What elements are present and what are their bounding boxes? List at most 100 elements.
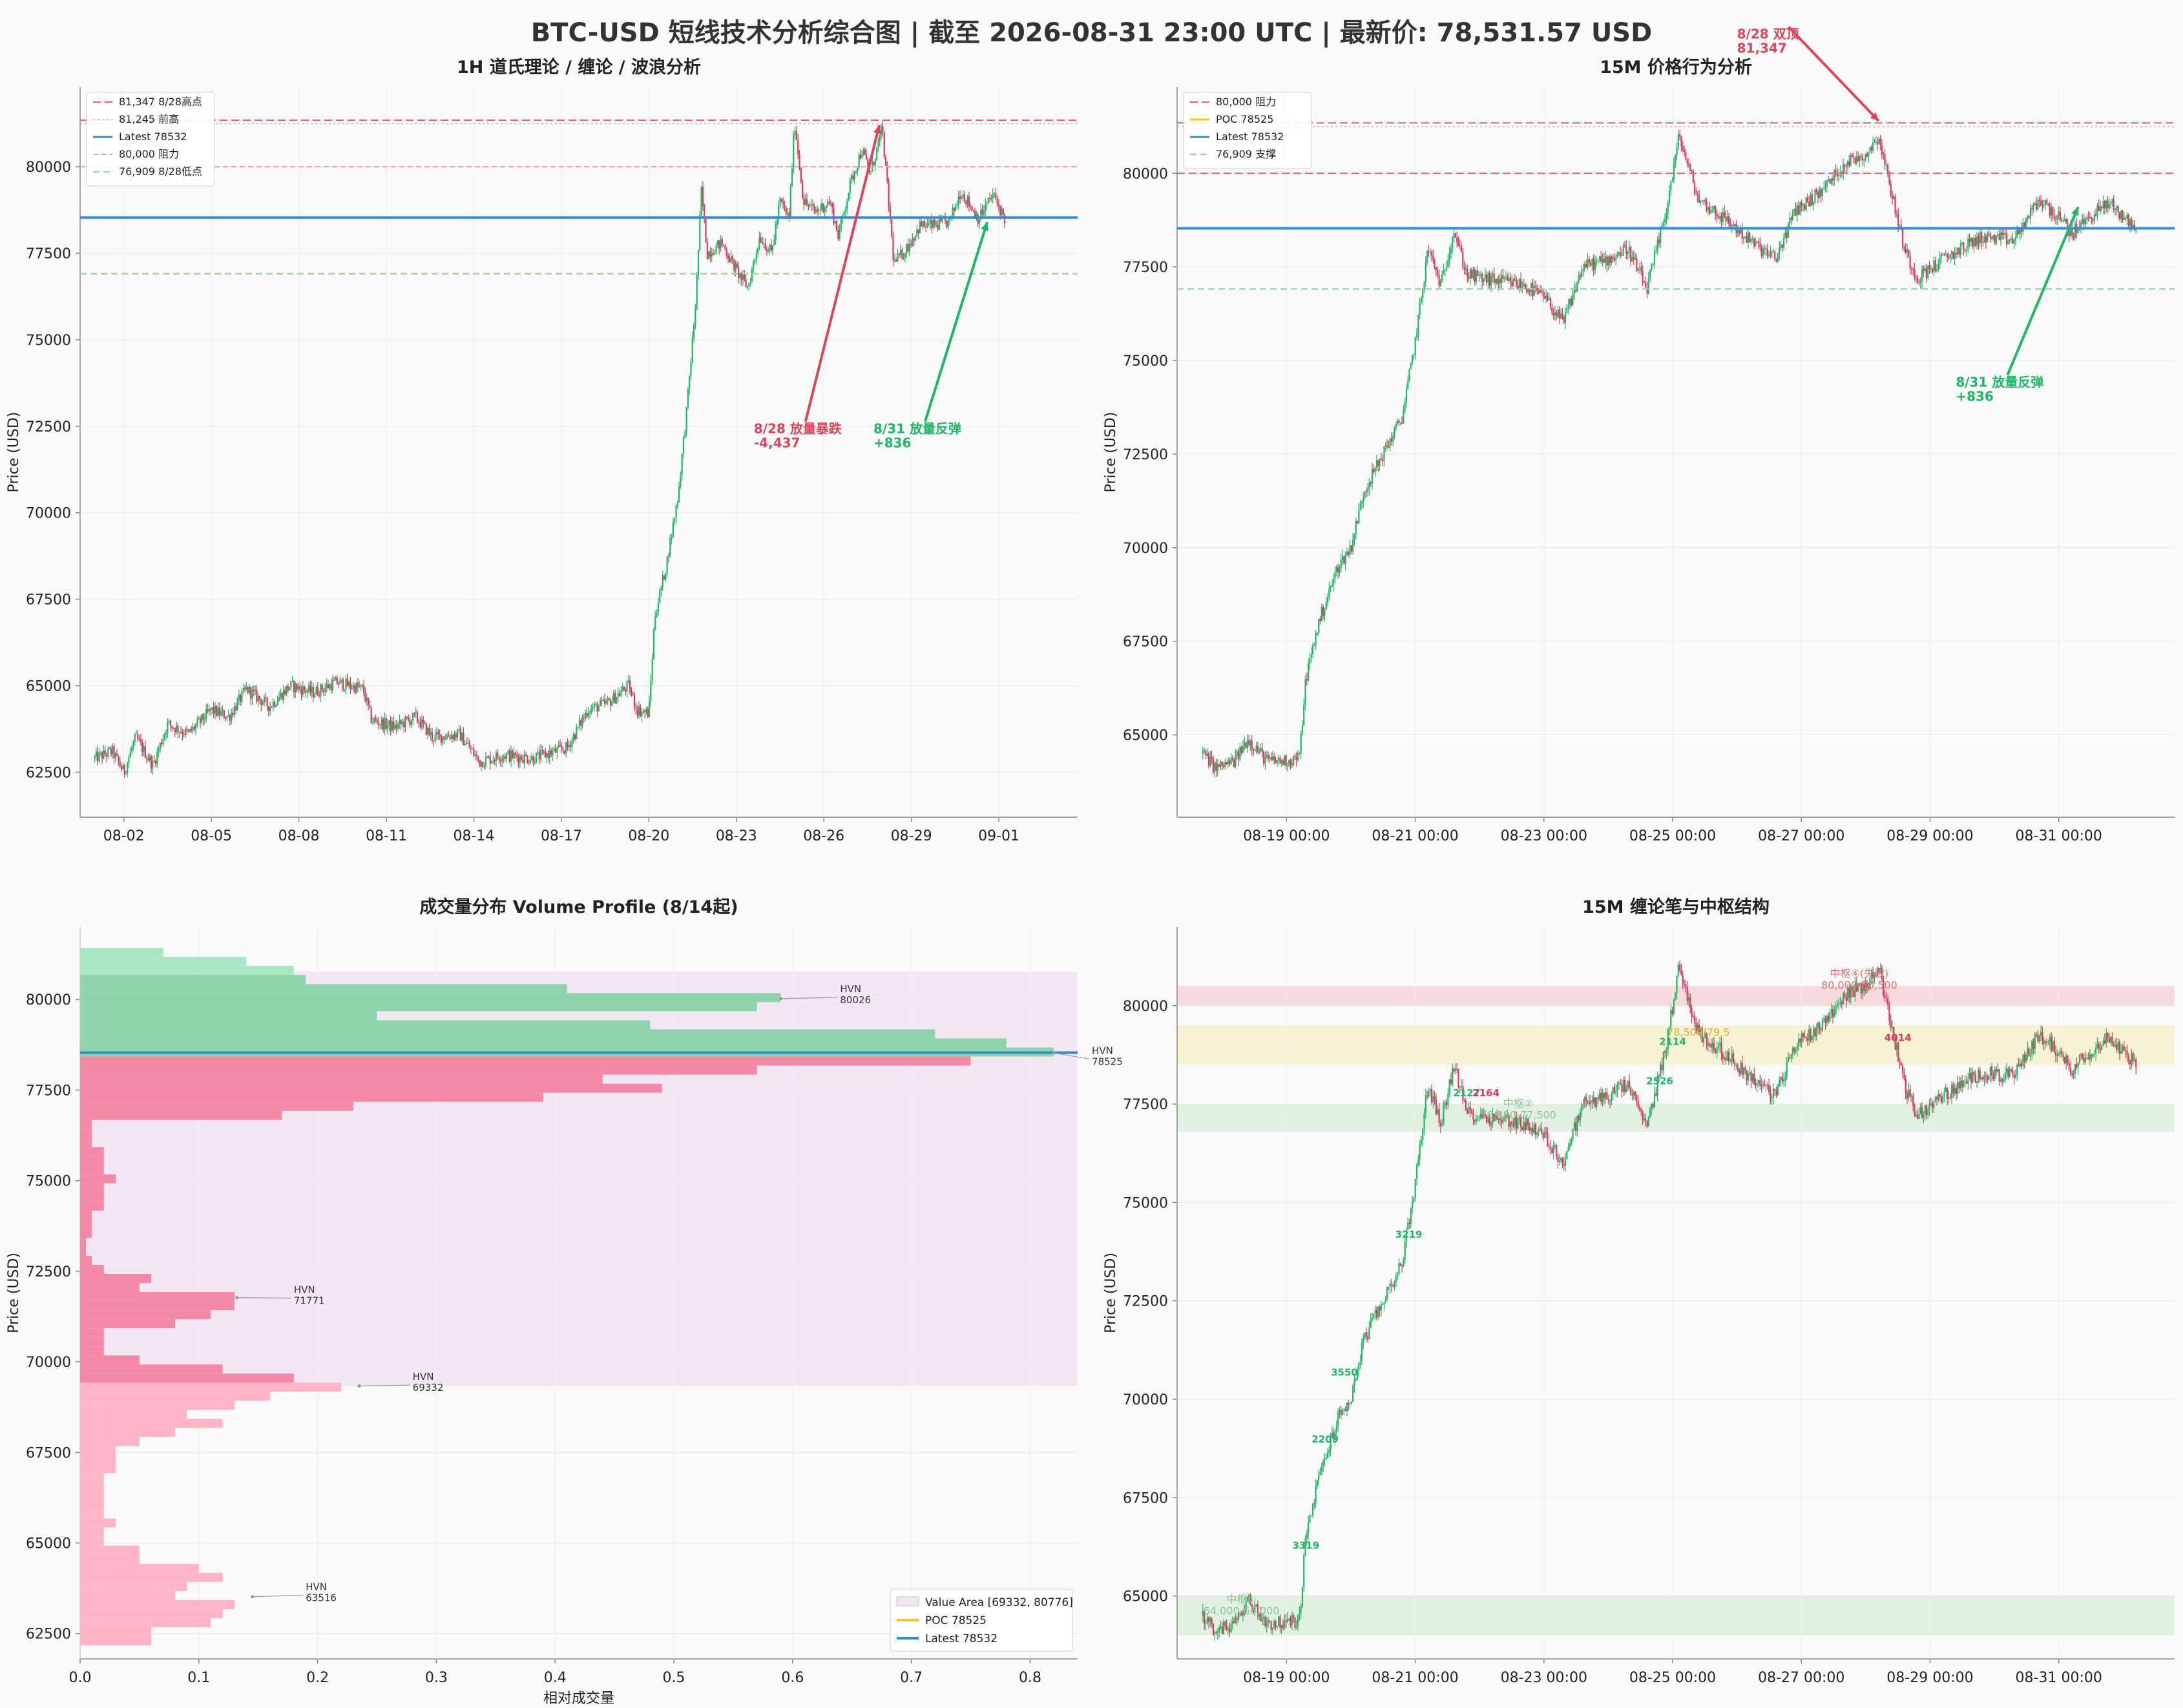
candle-body [1642,271,1644,282]
candle-body [1872,972,1874,979]
candle-body [1621,1084,1623,1092]
stroke-amplitude-label: 3219 [1395,1229,1423,1240]
candle-body [431,732,433,740]
candle-body [480,762,483,767]
hvn-pointer-dot [357,1384,361,1388]
candle-body [1242,746,1244,753]
candle-body [671,536,673,539]
candle-body [1985,236,1987,242]
candle-body [1651,265,1653,271]
annotation-text-line: 8/31 放量反弹 [873,421,961,437]
candle-body [2019,1063,2021,1067]
candle-body [1349,1403,1351,1404]
candle-body [266,697,268,707]
candle-body [2037,200,2039,210]
candle-body [1854,983,1856,997]
legend-entry: 81,347 8/28高点 [119,96,202,108]
candle-body [1214,762,1216,773]
candle-body [1303,1555,1305,1588]
legend: Value Area [69332, 80776]POC 78525Latest… [890,1588,1073,1652]
candle-body [1359,1360,1361,1363]
candle-body [437,732,439,734]
candle-body [1875,141,1877,143]
candle-body [1622,1079,1624,1092]
candle-body [287,685,289,691]
candle-body [1217,1632,1218,1633]
candle-body [425,723,427,735]
candle-body [791,169,793,187]
candle-body [1310,654,1312,658]
candle-body [1835,170,1837,172]
candle-body [490,761,493,764]
candle-body [953,207,955,211]
candle-body [2018,1065,2020,1067]
annotation-text: 8/28 双顶 81,347 [1737,26,1799,56]
candle-body [1517,286,1519,289]
candle-body [397,724,399,729]
candle-body [290,681,292,687]
candle-body [1445,1102,1448,1105]
candle-body [1666,1050,1667,1053]
candle-body [1343,556,1345,564]
candle-body [1235,1618,1237,1623]
candle-body [1992,235,1994,239]
candle-body [907,244,909,252]
candle-body [1452,237,1454,249]
candle-body [1955,1088,1958,1094]
pivot-zone [1177,1104,2175,1132]
candle-body [1240,1614,1242,1616]
candle-body [1229,1629,1231,1632]
candle-body [1661,225,1663,228]
candle-body [1888,1005,1890,1021]
candle-body [2053,214,2055,219]
candle-body [1435,1099,1437,1114]
volume-bar [80,1056,971,1066]
candle-body [1390,438,1393,442]
volume-bar [80,1482,104,1492]
candle-body [147,758,149,760]
candle-body [1529,1126,1530,1131]
candle-body [475,755,478,756]
candle-body [1310,1515,1312,1516]
pivot-zone-label: 78,500-79,5 [1667,1026,1729,1039]
candle-body [1521,1127,1523,1130]
candle-body [553,748,555,751]
candle-body [1244,1610,1246,1613]
candle-body [1563,316,1565,323]
candle-body [1682,146,1684,150]
candle-body [1358,1362,1360,1370]
candle-body [1370,1320,1372,1328]
candle-body [1598,256,1601,260]
candle-body [101,752,103,759]
candle-body [1787,1057,1790,1062]
candle-body [342,679,344,690]
candle-body [366,697,368,701]
candle-body [550,750,552,755]
candle-body [1884,154,1886,165]
candle-body [763,243,765,244]
legend-entry: Latest 78532 [1216,130,1284,143]
x-tick-label: 08-25 00:00 [1629,828,1716,844]
candle-body [532,756,534,764]
candle-body [1855,156,1857,163]
candle-body [225,718,227,720]
candle-body [352,685,355,689]
candle-body [1244,742,1246,747]
candle-body [1496,278,1498,284]
candle-body [247,686,249,694]
candle-body [207,709,209,712]
candle-body [1603,1092,1605,1099]
volume-bar [80,1446,116,1455]
candle-body [1218,1627,1220,1632]
candle-body [1759,1079,1761,1087]
candle-body [923,221,925,227]
candle-body [2027,1048,2029,1055]
candle-body [746,286,749,287]
candle-body [1967,1079,1969,1084]
candle-body [1815,1027,1817,1037]
candle-body [576,726,578,740]
candle-body [1686,986,1688,1001]
candle-body [314,694,316,698]
candle-body [1645,1118,1647,1121]
